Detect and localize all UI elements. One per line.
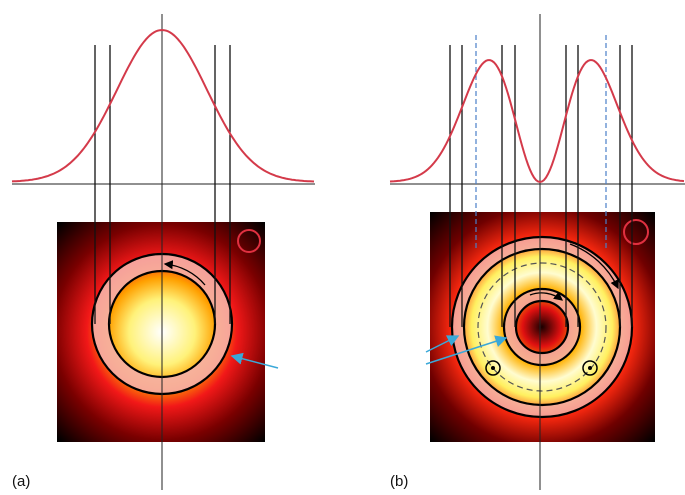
vortex-icon <box>491 366 495 370</box>
intensity-profile <box>12 30 314 182</box>
vortex-icon <box>588 366 592 370</box>
panel-label: (b) <box>390 473 408 490</box>
panel-label: (a) <box>12 473 30 490</box>
figure: (a) (b) <box>0 0 685 495</box>
intensity-profile <box>390 60 684 182</box>
